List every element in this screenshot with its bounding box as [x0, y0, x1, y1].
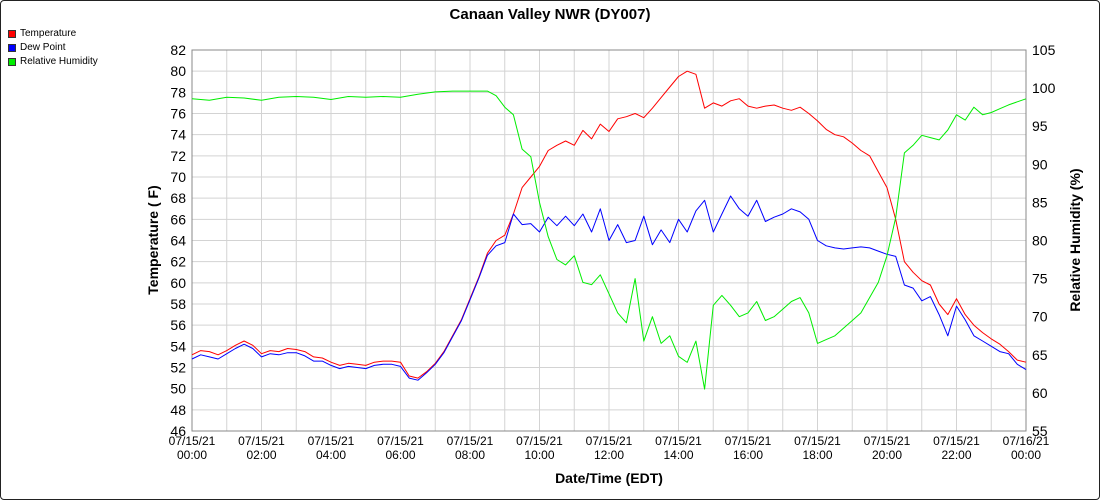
x-tick-label-time: 02:00	[246, 448, 276, 462]
y-tick-label-left: 60	[170, 275, 186, 291]
x-tick-label-date: 07/15/21	[516, 434, 563, 448]
x-tick-label-time: 00:00	[1011, 448, 1041, 462]
y-tick-label-left: 50	[170, 381, 186, 397]
y-tick-label-left: 76	[170, 106, 186, 122]
y-tick-label-left: 52	[170, 360, 186, 376]
y-tick-label-left: 70	[170, 169, 186, 185]
series-layer	[191, 70, 1027, 390]
plot-area-border	[191, 49, 1027, 432]
y-tick-label-right: 100	[1032, 80, 1056, 96]
legend-item-dew-point: Dew Point	[8, 42, 66, 53]
y-tick-label-right: 80	[1032, 233, 1048, 249]
y-axis-label-right: Relative Humidity (%)	[1067, 168, 1083, 311]
x-tick-label-time: 00:00	[177, 448, 207, 462]
x-tick-label-time: 06:00	[385, 448, 415, 462]
x-tick-label-date: 07/16/21	[1003, 434, 1050, 448]
y-axis-label-left: Temperature ( F)	[145, 185, 161, 294]
series-line-temperature	[191, 70, 1027, 379]
y-tick-label-right: 90	[1032, 156, 1048, 172]
y-tick-label-left: 62	[170, 254, 186, 270]
y-tick-label-right: 60	[1032, 385, 1048, 401]
y-tick-label-left: 80	[170, 63, 186, 79]
y-tick-label-left: 56	[170, 317, 186, 333]
x-tick-label-time: 20:00	[872, 448, 902, 462]
x-tick-label-time: 16:00	[733, 448, 763, 462]
y-tick-label-right: 75	[1032, 271, 1048, 287]
y-tick-label-right: 65	[1032, 347, 1048, 363]
x-tick-label-date: 07/15/21	[586, 434, 633, 448]
x-tick-label-time: 12:00	[594, 448, 624, 462]
x-tick-label-time: 08:00	[455, 448, 485, 462]
x-tick-label-time: 10:00	[524, 448, 554, 462]
legend-label-dew-point: Dew Point	[20, 42, 66, 53]
y-tick-label-left: 48	[170, 402, 186, 418]
y-tick-label-right: 95	[1032, 118, 1048, 134]
legend-swatch-temperature	[8, 29, 16, 38]
y-tick-label-right: 85	[1032, 194, 1048, 210]
x-tick-label-date: 07/15/21	[238, 434, 285, 448]
y-tick-label-left: 82	[170, 42, 186, 58]
legend-swatch-dew-point	[8, 43, 16, 52]
legend-swatch-relative-humidity	[8, 57, 16, 66]
y-tick-label-left: 78	[170, 84, 186, 100]
chart-title: Canaan Valley NWR (DY007)	[450, 6, 651, 23]
y-tick-label-left: 74	[170, 127, 186, 143]
x-tick-label-date: 07/15/21	[447, 434, 494, 448]
y-tick-label-right: 70	[1032, 309, 1048, 325]
y-tick-label-left: 66	[170, 211, 186, 227]
x-tick-label-time: 18:00	[802, 448, 832, 462]
x-tick-label-date: 07/15/21	[864, 434, 911, 448]
y-tick-label-left: 64	[170, 233, 186, 249]
x-tick-label-date: 07/15/21	[725, 434, 772, 448]
legend-label-relative-humidity: Relative Humidity	[20, 56, 98, 67]
series-line-relative-humidity	[191, 90, 1027, 390]
tick-labels: 46 48 50 52 54 56 58 60 62 64 66 68 70 72 74 76 78 80 82 55…	[169, 42, 1056, 462]
x-tick-label-date: 07/15/21	[655, 434, 702, 448]
y-tick-label-right: 105	[1032, 42, 1056, 58]
x-tick-label-date: 07/15/21	[169, 434, 216, 448]
x-axis-label: Date/Time (EDT)	[555, 470, 663, 486]
x-tick-label-date: 07/15/21	[933, 434, 980, 448]
x-tick-label-date: 07/15/21	[794, 434, 841, 448]
y-tick-label-left: 68	[170, 190, 186, 206]
x-tick-label-date: 07/15/21	[308, 434, 355, 448]
legend-item-temperature: Temperature	[8, 28, 76, 39]
legend-label-temperature: Temperature	[20, 28, 77, 39]
y-tick-label-left: 46	[170, 423, 186, 439]
x-tick-label-time: 04:00	[316, 448, 346, 462]
x-tick-label-date: 07/15/21	[377, 434, 424, 448]
x-tick-label-time: 14:00	[663, 448, 693, 462]
y-tick-label-left: 72	[170, 148, 186, 164]
legend-item-relative-humidity: Relative Humidity	[8, 56, 98, 67]
x-tick-label-time: 22:00	[941, 448, 971, 462]
y-tick-label-left: 58	[170, 296, 186, 312]
y-tick-label-right: 55	[1032, 423, 1048, 439]
y-tick-label-left: 54	[170, 338, 186, 354]
